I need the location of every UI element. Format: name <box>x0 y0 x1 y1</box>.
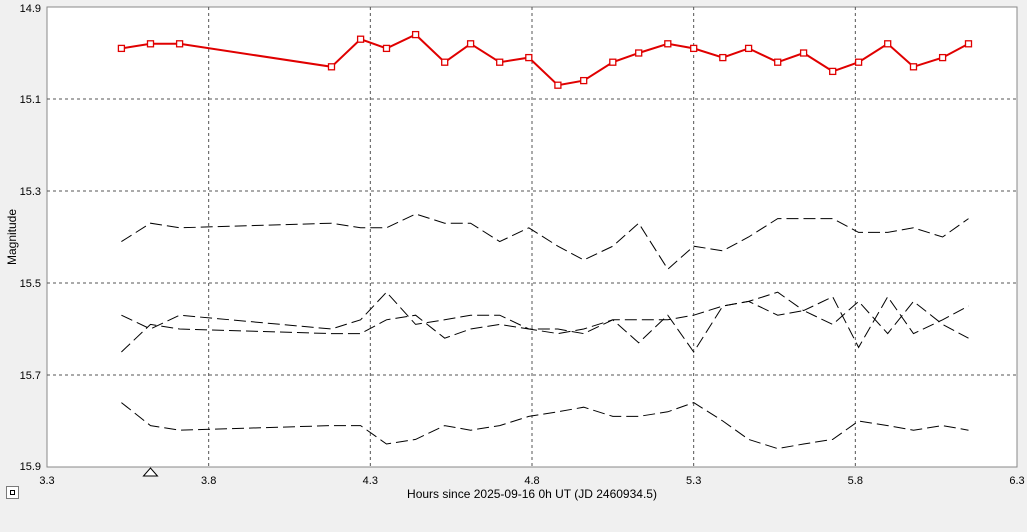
y-tick-label: 15.1 <box>20 94 41 106</box>
target-point <box>554 81 562 89</box>
x-tick-label: 3.3 <box>39 475 54 487</box>
axis-labels: 3.3 3.8 4.3 4.8 5.3 5.8 6.3 14.9 15.1 15.3 15.5 15.… <box>20 3 1025 487</box>
target-point <box>580 76 588 85</box>
target-point <box>146 40 155 48</box>
target-point <box>690 44 698 53</box>
target-point <box>496 58 504 66</box>
target-point <box>525 53 533 62</box>
target-point <box>719 53 727 62</box>
y-tick-label: 15.3 <box>20 186 41 198</box>
target-point <box>829 67 837 76</box>
target-point <box>909 63 918 71</box>
x-tick-label: 4.3 <box>363 475 378 487</box>
target-point <box>884 40 892 48</box>
y-tick-label: 15.9 <box>20 461 41 473</box>
target-point <box>117 44 126 53</box>
target-point <box>664 40 672 48</box>
target-point <box>964 40 973 48</box>
y-axis-label: Magnitude <box>5 209 19 265</box>
target-point <box>774 58 782 66</box>
target-point <box>356 35 365 43</box>
y-tick-label: 14.9 <box>20 3 41 15</box>
target-point <box>441 58 449 66</box>
y-tick-label: 15.7 <box>20 370 41 382</box>
target-point <box>744 44 753 53</box>
comparison-series-line-4 <box>121 402 969 450</box>
target-point <box>635 49 643 57</box>
target-point <box>609 58 617 66</box>
target-point <box>175 40 184 48</box>
options-button[interactable] <box>6 486 19 499</box>
x-tick-label: 3.8 <box>201 475 216 487</box>
target-point <box>466 40 475 48</box>
x-tick-label: 5.3 <box>686 475 701 487</box>
series-layer <box>117 30 973 450</box>
y-tick-label: 15.5 <box>20 278 41 290</box>
x-axis-label: Hours since 2025-09-16 0h UT (JD 2460934… <box>407 487 657 501</box>
x-tick-label: 5.8 <box>848 475 863 487</box>
comparison-series-line-3 <box>121 300 969 353</box>
time-marker-triangle[interactable] <box>142 467 159 477</box>
target-point <box>327 63 336 71</box>
target-point <box>854 58 863 66</box>
target-point <box>382 44 391 53</box>
target-point <box>938 53 947 62</box>
grid-lines <box>47 7 1017 467</box>
x-tick-label: 6.3 <box>1009 475 1024 487</box>
square-icon <box>10 490 15 495</box>
target-point <box>799 49 808 57</box>
target-point <box>411 30 420 39</box>
x-tick-label: 4.8 <box>524 475 539 487</box>
